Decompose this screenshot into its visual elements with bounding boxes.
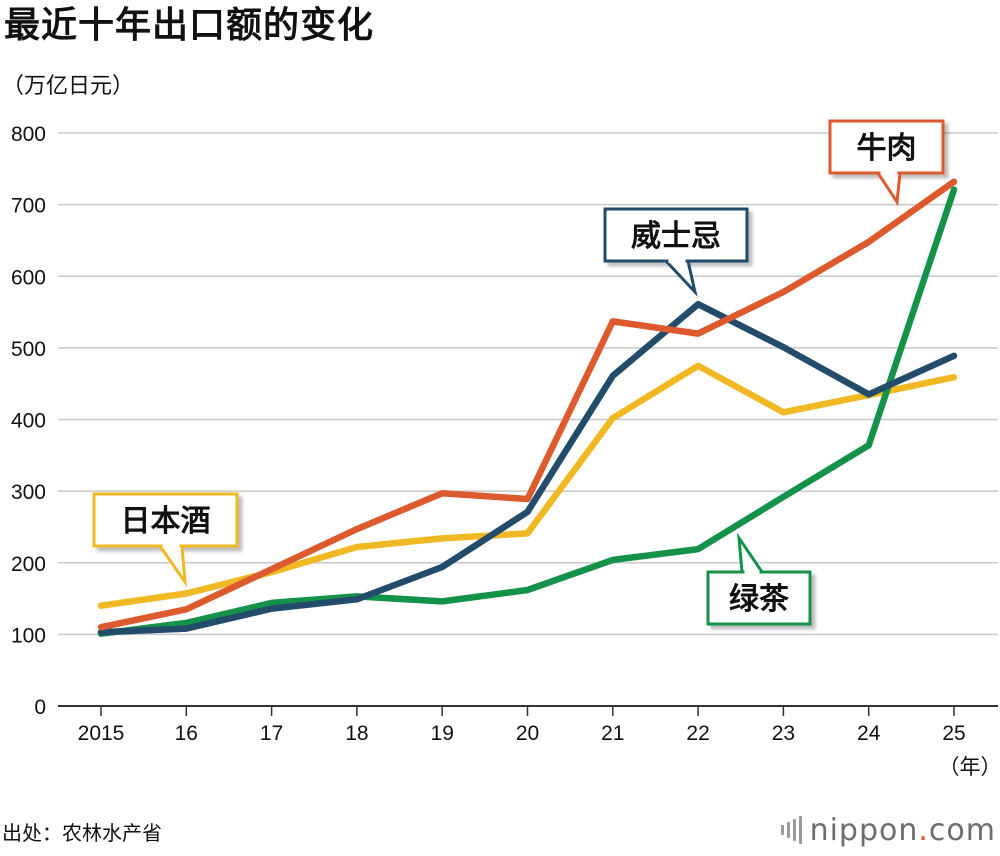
y-tick-label: 200 — [11, 553, 46, 576]
callout-pointer — [875, 171, 902, 207]
series-line-sake — [97, 362, 958, 609]
logo-wordmark: nippon.com — [809, 812, 996, 848]
series-line-whisky — [97, 300, 958, 636]
x-tick-label: 2015 — [78, 722, 125, 745]
gridlines — [58, 132, 998, 707]
series-lines — [97, 178, 958, 637]
callout-green_tea: 绿茶 — [706, 532, 812, 626]
callout-pointer — [157, 544, 187, 588]
y-axis-unit-label: （万亿日元） — [2, 74, 135, 99]
y-tick-label: 500 — [11, 338, 46, 361]
y-axis-ticks: 0 100 200 300 400 500 600 700 800 — [11, 123, 46, 719]
callout-pointer — [736, 532, 765, 574]
x-tick-label: 25 — [942, 722, 965, 745]
y-tick-label: 600 — [11, 266, 46, 289]
x-tick-label: 22 — [686, 722, 709, 745]
callout-whisky: 威士忌 — [603, 207, 749, 298]
x-tick-label: 17 — [260, 722, 283, 745]
x-tick-label: 18 — [345, 722, 368, 745]
series-line-beef — [97, 178, 958, 631]
source-note: 出处：农林水产省 — [2, 821, 162, 845]
callout-sake: 日本酒 — [92, 492, 239, 588]
x-tick-label: 20 — [516, 722, 539, 745]
series-label-sake: 日本酒 — [121, 504, 211, 539]
x-axis-unit-label: （年） — [939, 756, 1000, 779]
series-label-green_tea: 绿茶 — [729, 582, 790, 617]
x-axis-ticks: 2015 16 17 18 19 20 21 22 23 24 25 （年） — [78, 706, 1000, 779]
x-tick-label: 19 — [431, 722, 454, 745]
y-tick-label: 300 — [11, 481, 46, 504]
y-tick-label: 800 — [11, 123, 46, 146]
y-tick-label: 100 — [11, 624, 46, 647]
series-label-beef: 牛肉 — [857, 131, 917, 166]
callout-beef: 牛肉 — [828, 119, 945, 207]
x-tick-label: 23 — [772, 722, 795, 745]
x-tick-label: 24 — [857, 722, 881, 745]
nippon-logo: nippon.com — [780, 808, 996, 852]
series-label-whisky: 威士忌 — [631, 219, 721, 254]
series-line-green_tea — [97, 186, 958, 637]
callout-box — [92, 492, 239, 548]
callout-box — [706, 570, 812, 626]
callout-box — [603, 207, 749, 263]
chart-title: 最近十年出口额的变化 — [4, 5, 375, 46]
x-tick-label: 21 — [601, 722, 624, 745]
y-tick-label: 400 — [11, 410, 46, 433]
x-tick-label: 16 — [175, 722, 198, 745]
y-tick-label: 700 — [11, 195, 46, 218]
y-tick-label: 0 — [34, 696, 46, 719]
logo-bars-icon — [780, 816, 802, 844]
